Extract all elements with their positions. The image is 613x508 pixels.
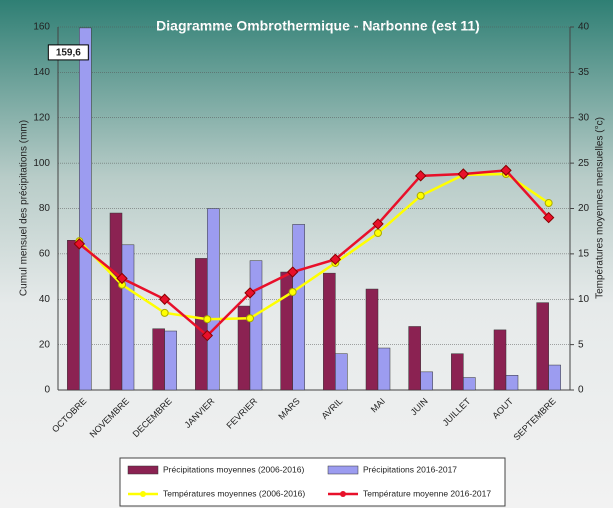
y-tick-label: 80	[39, 203, 51, 214]
bar	[463, 377, 476, 391]
marker	[73, 238, 86, 250]
y-tick-label: 100	[33, 158, 50, 169]
bar	[408, 326, 421, 391]
y2-tick-label: 15	[578, 249, 590, 260]
bar	[493, 329, 507, 391]
bar	[207, 208, 220, 391]
y2-tick-label: 10	[578, 294, 590, 305]
marker	[457, 168, 470, 180]
marker	[542, 211, 555, 224]
legend-swatch	[127, 465, 159, 475]
y2-tick-label: 40	[578, 22, 590, 33]
legend-label: Températures moyennes (2006-2016)	[163, 488, 305, 498]
bar	[292, 224, 305, 391]
marker	[201, 329, 214, 342]
y2-tick-label: 20	[578, 203, 590, 214]
legend-label: Température moyenne 2016-2017	[363, 488, 491, 498]
y-tick-label: 60	[39, 249, 51, 260]
y2-tick-label: 35	[578, 67, 590, 78]
bar	[109, 212, 123, 391]
bar	[249, 260, 263, 391]
y-tick-label: 140	[33, 67, 50, 78]
legend-marker	[340, 491, 346, 497]
marker	[116, 272, 128, 285]
bar	[548, 364, 561, 391]
y-tick-label: 120	[33, 112, 50, 123]
chart-title: Diagramme Ombrothermique - Narbonne (est…	[156, 18, 480, 34]
data-label-box	[47, 44, 89, 61]
bar	[67, 240, 80, 391]
marker	[244, 287, 256, 299]
marker	[416, 191, 425, 200]
y2-tick-label: 5	[578, 339, 584, 350]
bar	[377, 347, 391, 391]
bar	[79, 27, 92, 391]
bar	[536, 302, 549, 391]
marker	[544, 199, 553, 208]
marker	[414, 170, 427, 182]
marker	[374, 229, 382, 238]
marker	[372, 218, 384, 230]
line	[78, 169, 550, 338]
bar	[164, 330, 177, 391]
marker	[329, 253, 342, 266]
y2-tick-label: 0	[578, 385, 584, 396]
legend-label: Précipitations 2016-2017	[363, 464, 457, 474]
y-tick-label: 0	[44, 385, 50, 396]
y-axis-title: Cumul mensuel des précipitations (mm)	[19, 120, 30, 296]
bar	[335, 353, 348, 391]
legend-marker	[140, 491, 146, 497]
marker	[288, 287, 297, 296]
marker	[246, 314, 254, 323]
marker	[500, 164, 512, 177]
bar	[365, 288, 379, 391]
legend-swatch	[327, 465, 359, 475]
line	[78, 172, 550, 321]
marker	[203, 315, 212, 324]
bar	[152, 328, 165, 391]
legend-label: Précipitations moyennes (2006-2016)	[163, 464, 304, 474]
y-tick-label: 40	[39, 294, 51, 305]
bar	[451, 353, 464, 391]
marker	[286, 266, 299, 278]
bar	[323, 272, 336, 391]
marker	[160, 308, 169, 317]
y-tick-label: 160	[33, 22, 50, 33]
y2-tick-label: 30	[578, 112, 590, 123]
bar	[420, 371, 433, 391]
bar	[505, 375, 519, 391]
bar	[121, 244, 135, 391]
marker	[158, 293, 171, 305]
y2-axis-title: Températures moyennes mensuelles (°c)	[595, 117, 606, 299]
y2-tick-label: 25	[578, 158, 590, 169]
data-label: 159,6	[56, 48, 81, 59]
y-tick-label: 20	[39, 339, 51, 350]
legend-box	[119, 457, 506, 507]
bar	[195, 258, 208, 391]
